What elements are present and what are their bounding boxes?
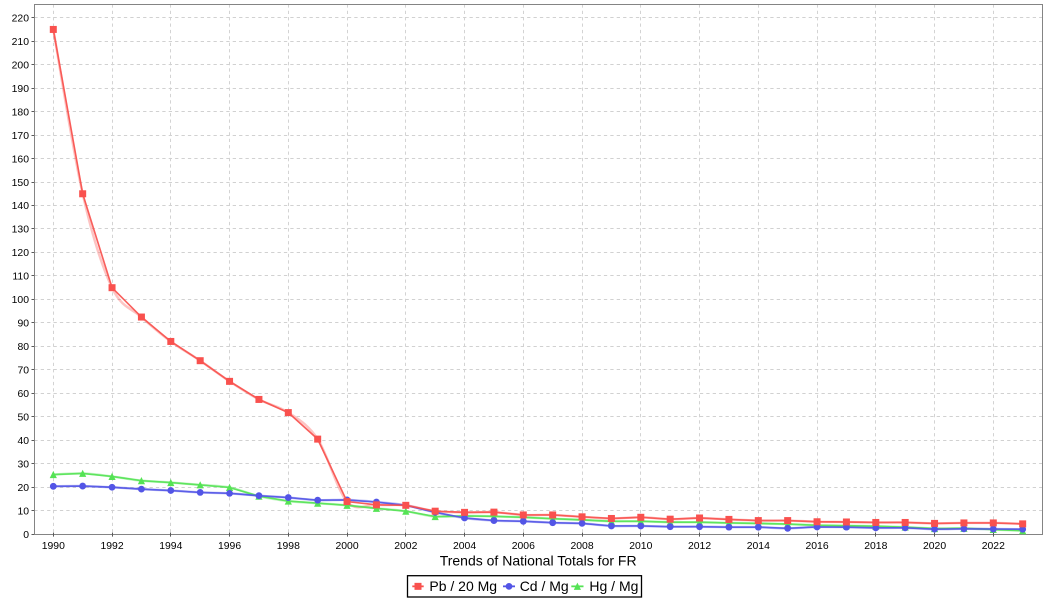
svg-text:140: 140 (12, 201, 30, 212)
svg-text:90: 90 (17, 319, 29, 330)
svg-text:2000: 2000 (335, 541, 358, 552)
svg-text:2014: 2014 (747, 541, 770, 552)
svg-text:Trends of National Totals for: Trends of National Totals for FR (440, 553, 637, 569)
svg-text:2016: 2016 (805, 541, 828, 552)
svg-text:1996: 1996 (218, 541, 241, 552)
svg-text:20: 20 (17, 483, 29, 494)
svg-text:150: 150 (12, 178, 30, 189)
svg-text:2018: 2018 (864, 541, 887, 552)
svg-text:130: 130 (12, 225, 30, 236)
svg-text:2004: 2004 (453, 541, 476, 552)
svg-text:200: 200 (12, 60, 30, 71)
svg-text:60: 60 (17, 389, 29, 400)
svg-text:210: 210 (12, 37, 30, 48)
svg-text:2012: 2012 (688, 541, 711, 552)
svg-text:10: 10 (17, 506, 29, 517)
svg-text:50: 50 (17, 413, 29, 424)
svg-text:180: 180 (12, 107, 30, 118)
svg-text:30: 30 (17, 459, 29, 470)
svg-text:70: 70 (17, 366, 29, 377)
svg-text:2020: 2020 (923, 541, 946, 552)
svg-text:160: 160 (12, 154, 30, 165)
svg-text:170: 170 (12, 131, 30, 142)
svg-text:Cd / Mg: Cd / Mg (520, 578, 569, 594)
svg-text:Pb / 20 Mg: Pb / 20 Mg (429, 578, 497, 594)
svg-text:120: 120 (12, 248, 30, 259)
svg-text:1990: 1990 (42, 541, 65, 552)
svg-text:110: 110 (12, 272, 29, 283)
svg-text:2002: 2002 (394, 541, 417, 552)
svg-text:220: 220 (12, 13, 30, 24)
svg-text:1992: 1992 (100, 541, 123, 552)
svg-text:2006: 2006 (512, 541, 535, 552)
svg-text:40: 40 (17, 436, 29, 447)
svg-text:80: 80 (17, 342, 29, 353)
svg-text:190: 190 (12, 84, 30, 95)
svg-text:1994: 1994 (159, 541, 182, 552)
svg-text:2022: 2022 (982, 541, 1005, 552)
svg-text:2010: 2010 (629, 541, 652, 552)
svg-text:0: 0 (23, 530, 29, 541)
svg-text:1998: 1998 (277, 541, 300, 552)
svg-text:100: 100 (12, 295, 30, 306)
svg-text:Hg / Mg: Hg / Mg (589, 578, 638, 594)
svg-text:2008: 2008 (570, 541, 593, 552)
